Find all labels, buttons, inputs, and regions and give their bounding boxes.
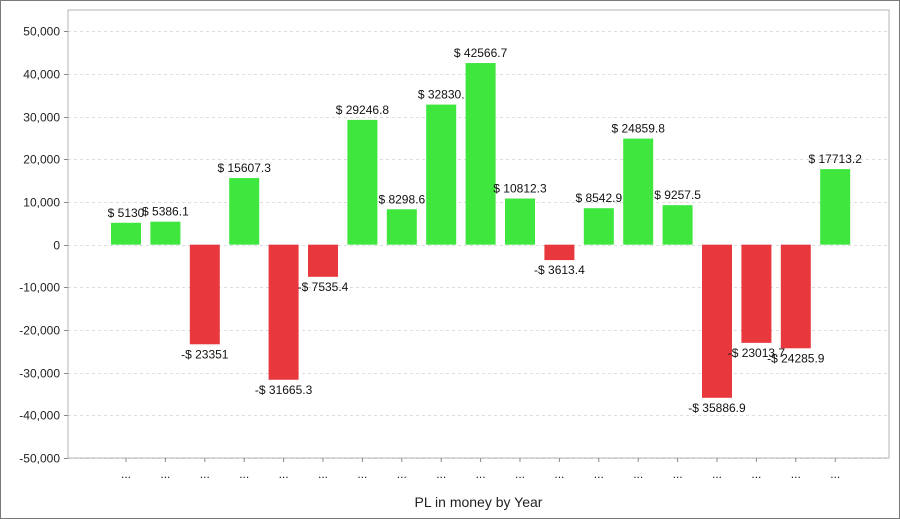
data-label: $ 17713.2	[809, 152, 863, 166]
bar	[150, 221, 181, 245]
x-tick-label: ...	[476, 467, 486, 481]
bar	[189, 244, 220, 345]
x-tick-label: ...	[515, 467, 525, 481]
bar	[426, 104, 457, 245]
bar	[308, 244, 338, 277]
x-tick-label: ...	[633, 467, 643, 481]
bars	[111, 63, 851, 398]
y-tick-label: -40,000	[19, 409, 60, 423]
x-tick-label: ...	[318, 467, 328, 481]
x-tick-label: ...	[554, 467, 564, 481]
data-label: $ 9257.5	[654, 188, 701, 202]
x-tick-label: ...	[239, 467, 249, 481]
bar	[386, 209, 417, 245]
bar	[662, 205, 693, 245]
data-label: -$ 31665.3	[255, 383, 313, 397]
data-label: $ 42566.7	[454, 46, 508, 60]
x-tick-label: ...	[751, 467, 761, 481]
x-tick-label: ...	[791, 467, 801, 481]
x-tick-label: ...	[200, 467, 210, 481]
data-label: -$ 23351	[181, 347, 229, 361]
x-tick-label: ...	[830, 467, 840, 481]
y-tick-label: 50,000	[23, 25, 60, 39]
data-label: -$ 23013.7	[728, 346, 786, 360]
data-label: -$ 35886.9	[688, 401, 746, 415]
y-tick-label: -50,000	[19, 452, 60, 466]
x-tick-label: ...	[594, 467, 604, 481]
data-label: $ 10812.3	[493, 182, 547, 196]
data-label: $ 24859.8	[612, 122, 666, 136]
x-tick-label: ...	[397, 467, 407, 481]
data-label: $ 5386.1	[142, 205, 189, 219]
bar	[505, 198, 535, 245]
y-tick-label: 30,000	[23, 111, 60, 125]
bar	[268, 244, 299, 380]
data-labels: $ 5130$ 5386.1 -$ 23351 $ 15607.3 -$ 31665.…	[108, 46, 863, 415]
y-tick-label: -30,000	[19, 367, 60, 381]
data-label: -$ 24285.9	[767, 351, 825, 365]
bar	[465, 63, 496, 245]
x-tick-label: ...	[673, 467, 683, 481]
x-axis-title: PL in money by Year	[415, 494, 543, 510]
plot-area-border	[67, 9, 890, 459]
x-tick-label: ...	[357, 467, 367, 481]
bar	[702, 244, 732, 398]
data-label: $ 32830.	[418, 88, 465, 102]
y-tick-label: -20,000	[19, 324, 60, 338]
bar	[544, 244, 575, 261]
y-tick-label: -10,000	[19, 281, 60, 295]
bar	[623, 138, 654, 245]
data-label: -$ 3613.4	[534, 263, 585, 277]
bar	[583, 208, 614, 245]
x-tick-labels: ........................................…	[121, 467, 840, 481]
bar	[229, 178, 260, 245]
x-tick-label: ...	[160, 467, 170, 481]
bar	[347, 119, 378, 245]
y-tick-label: 0	[53, 239, 60, 253]
data-label: $ 8298.6	[378, 192, 425, 206]
data-label: $ 5130	[108, 206, 145, 220]
bar	[820, 169, 851, 245]
x-tick-label: ...	[121, 467, 131, 481]
y-tick-label: 40,000	[23, 68, 60, 82]
data-label: -$ 7535.4	[298, 280, 349, 294]
axes	[64, 9, 890, 462]
data-label: $ 8542.9	[575, 191, 622, 205]
y-tick-label: 20,000	[23, 153, 60, 167]
bar	[111, 222, 141, 245]
y-tick-label: 10,000	[23, 196, 60, 210]
x-tick-label: ...	[279, 467, 289, 481]
x-tick-label: ...	[712, 467, 722, 481]
data-label: $ 29246.8	[336, 103, 390, 117]
x-tick-label: ...	[436, 467, 446, 481]
data-label: $ 15607.3	[218, 161, 272, 175]
bar	[741, 244, 772, 343]
y-tick-labels: 50,000 40,000 30,000 20,000 10,000 0 -10,000 -2…	[19, 25, 60, 466]
bar	[780, 244, 811, 349]
